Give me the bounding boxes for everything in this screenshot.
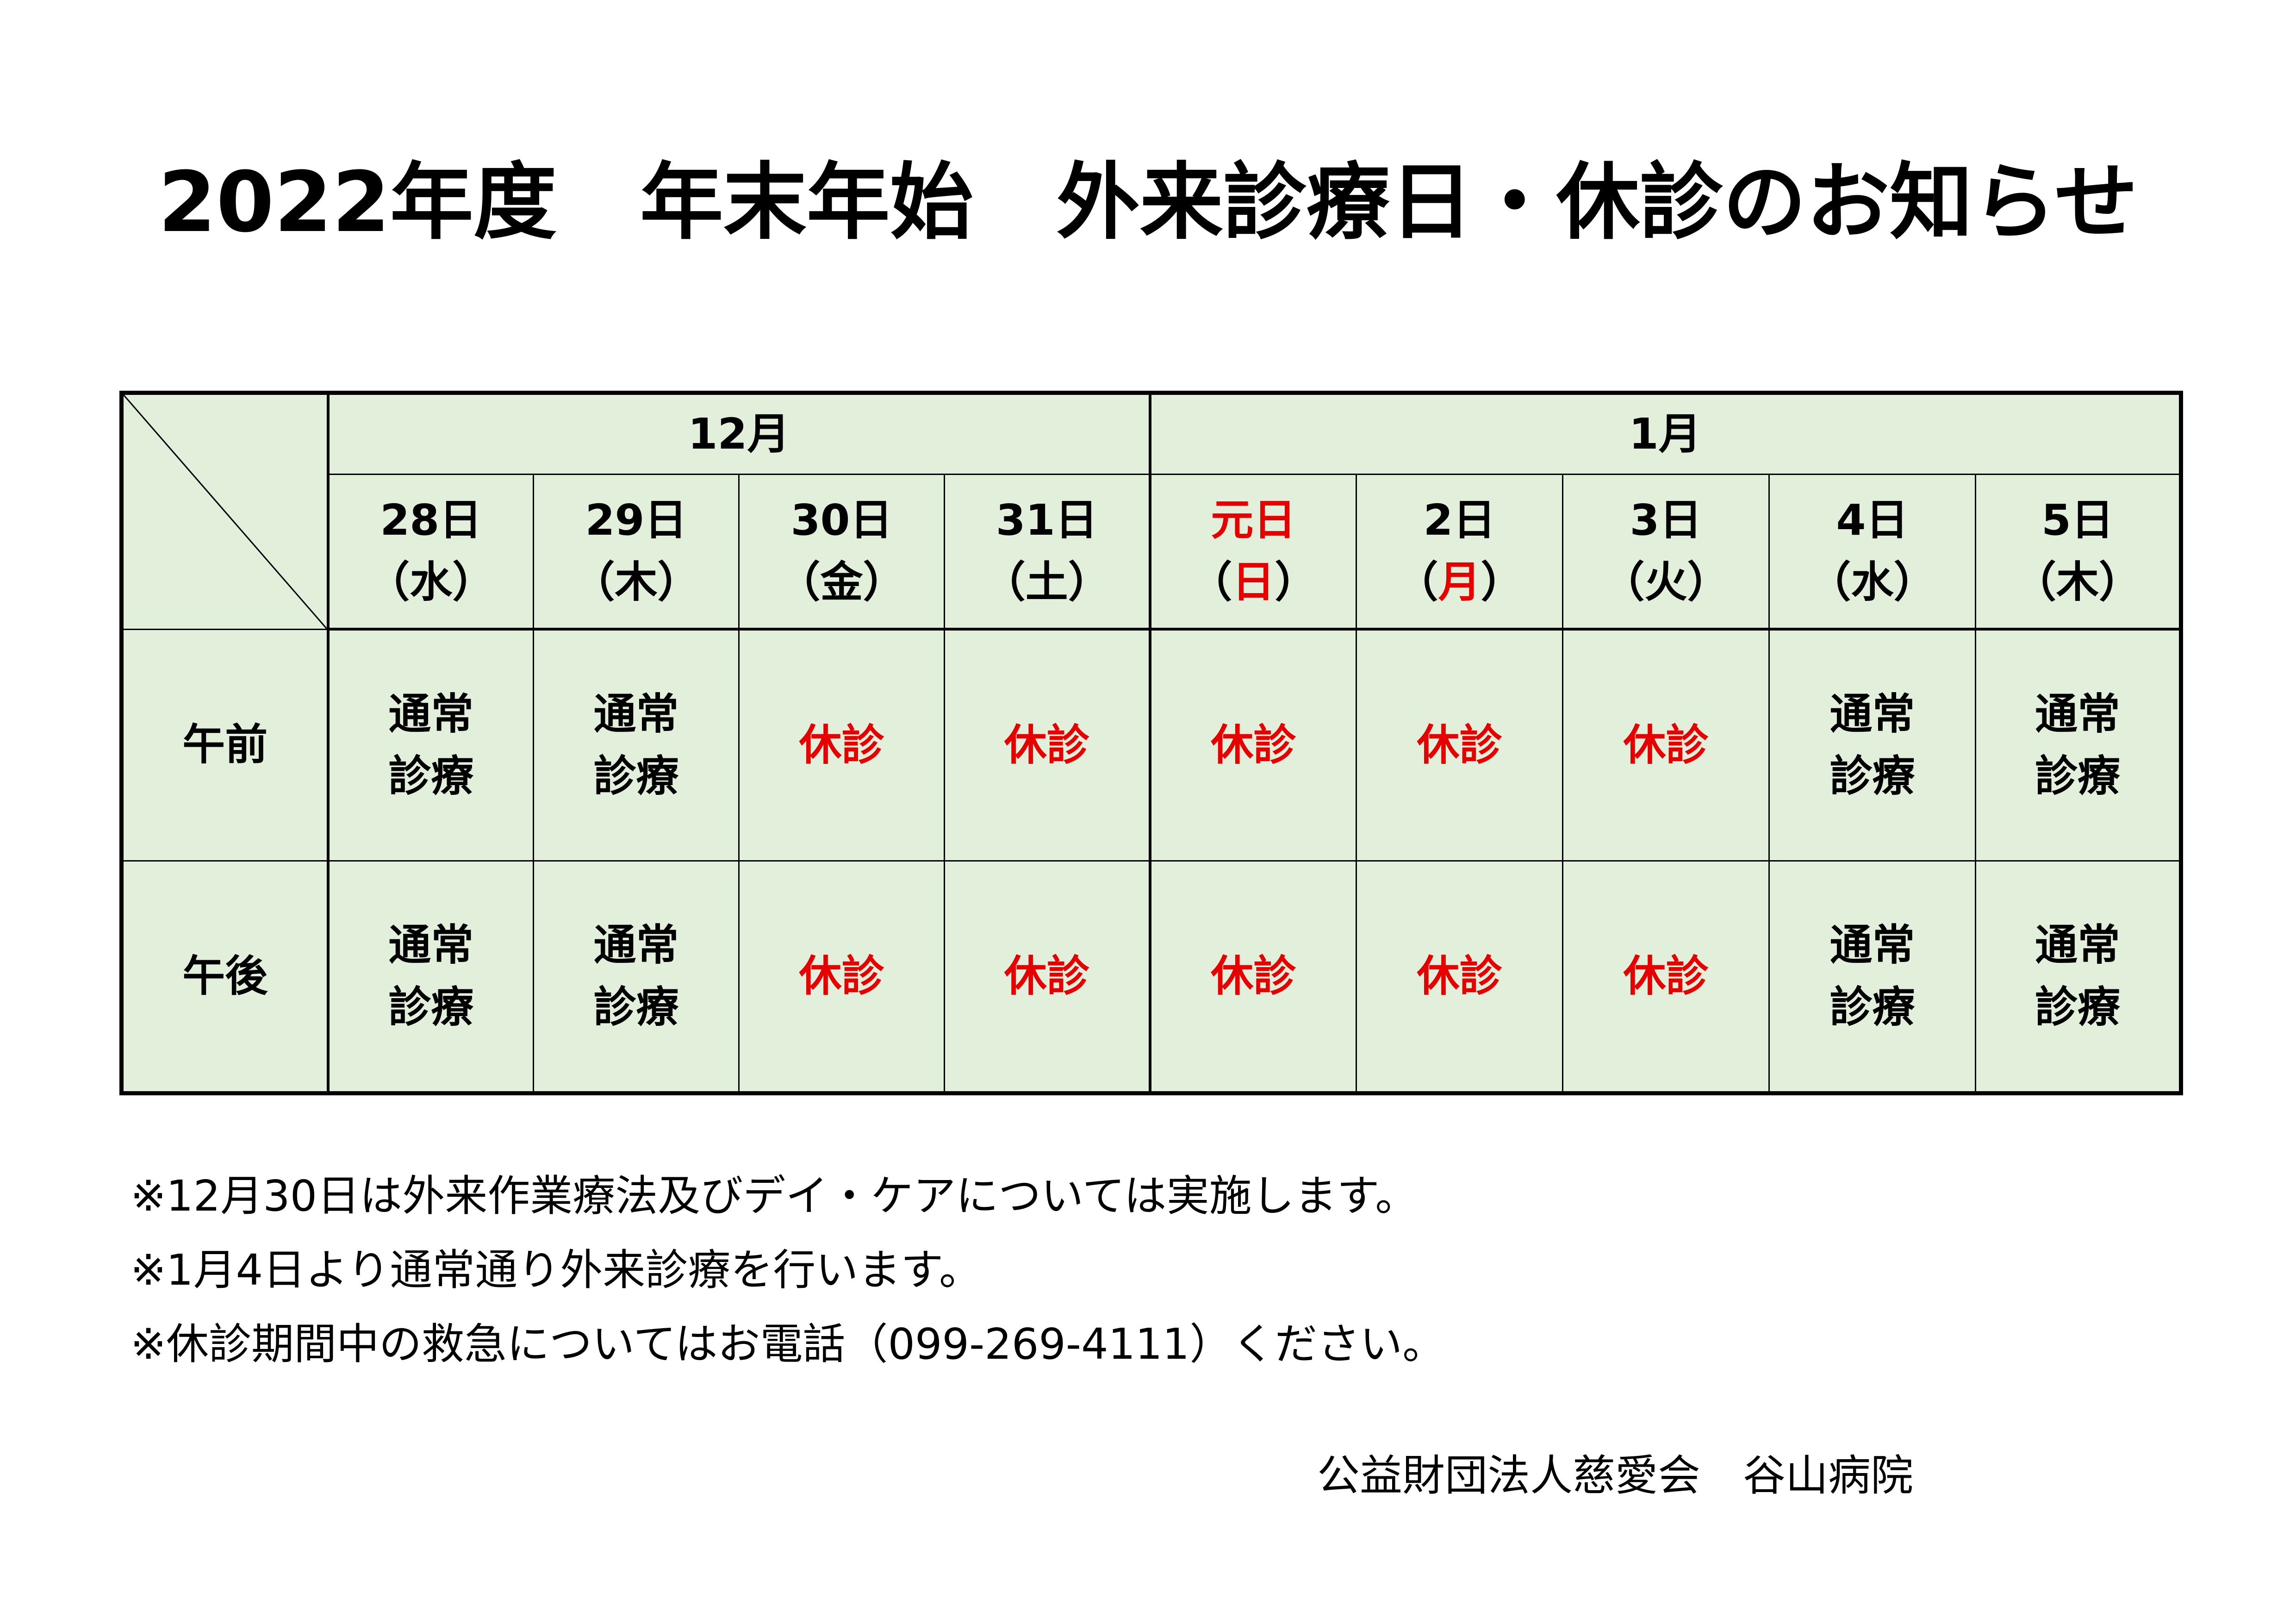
schedule-table: 12月 1月 28日 （水） 29日 （木） 30日 （金） 31日 （土） 元日 （日） 2日 （月… <box>119 391 2184 1095</box>
date-header-cell: 元日 （日） <box>1149 474 1357 631</box>
closed-cell: 休診 <box>1562 860 1770 1094</box>
status-label: 通常 診療 <box>593 920 679 1032</box>
status-label: 通常 診療 <box>2035 920 2121 1032</box>
note-item: ※12月30日は外来作業療法及びデイ・ケアについては実施します。 <box>131 1171 1418 1221</box>
row-label-morning: 午前 <box>121 628 330 861</box>
month-header-december: 12月 <box>327 392 1151 475</box>
open-cell: 通常 診療 <box>1768 860 1977 1094</box>
note-item: ※1月4日より通常通り外来診療を行います。 <box>131 1245 982 1295</box>
closed-cell: 休診 <box>1356 860 1564 1094</box>
weekday-label: （金） <box>778 557 906 607</box>
date-header-cell: 5日 （木） <box>1975 474 2182 631</box>
date-header-cell: 29日 （木） <box>533 474 740 631</box>
row-label-afternoon: 午後 <box>121 860 330 1094</box>
diagonal-line <box>124 395 327 629</box>
status-label: 休診 <box>1211 951 1296 1001</box>
closed-cell: 休診 <box>943 628 1151 861</box>
date-label: 元日 <box>1211 495 1296 545</box>
status-label: 通常 診療 <box>2035 689 2121 801</box>
open-cell: 通常 診療 <box>533 860 740 1094</box>
closed-cell: 休診 <box>1149 628 1357 861</box>
hospital-name: 公益財団法人慈愛会 谷山病院 <box>1317 1451 1914 1500</box>
date-label: 29日 <box>585 495 687 545</box>
closed-cell: 休診 <box>943 860 1151 1094</box>
page-title: 2022年度 年末年始 外来診療日・休診のお知らせ <box>158 154 2138 251</box>
status-label: 休診 <box>1004 720 1089 770</box>
date-label: 5日 <box>2041 495 2114 545</box>
corner-cell <box>121 392 330 630</box>
closed-cell: 休診 <box>1562 628 1770 861</box>
weekday-label: （日） <box>1189 557 1318 607</box>
status-label: 通常 診療 <box>1829 689 1915 801</box>
status-label: 通常 診療 <box>388 920 474 1032</box>
date-header-cell: 3日 （火） <box>1562 474 1770 631</box>
closed-cell: 休診 <box>1356 628 1564 861</box>
open-cell: 通常 診療 <box>1975 628 2182 861</box>
status-label: 休診 <box>1623 951 1709 1001</box>
closed-cell: 休診 <box>1149 860 1357 1094</box>
date-header-cell: 31日 （土） <box>943 474 1151 631</box>
weekday-label: （木） <box>572 557 700 607</box>
notes-list: ※12月30日は外来作業療法及びデイ・ケアについては実施します。 ※1月4日より… <box>131 1159 1445 1381</box>
date-label: 28日 <box>380 495 482 545</box>
date-header-cell: 2日 （月） <box>1356 474 1564 631</box>
status-label: 休診 <box>1417 951 1502 1001</box>
closed-cell: 休診 <box>738 860 945 1094</box>
date-label: 3日 <box>1630 495 1702 545</box>
weekday-label: （水） <box>1808 557 1936 607</box>
status-label: 休診 <box>1211 720 1296 770</box>
status-label: 通常 診療 <box>388 689 474 801</box>
status-label: 休診 <box>799 720 884 770</box>
status-label: 休診 <box>1417 720 1502 770</box>
date-label: 31日 <box>996 495 1098 545</box>
status-label: 通常 診療 <box>593 689 679 801</box>
open-cell: 通常 診療 <box>1975 860 2182 1094</box>
open-cell: 通常 診療 <box>327 628 534 861</box>
date-label: 4日 <box>1836 495 1909 545</box>
date-header-cell: 4日 （水） <box>1768 474 1977 631</box>
note-item: ※休診期間中の救急についてはお電話（099-269-4111）ください。 <box>131 1319 1445 1369</box>
date-header-cell: 28日 （水） <box>327 474 534 631</box>
open-cell: 通常 診療 <box>533 628 740 861</box>
status-label: 休診 <box>1004 951 1089 1001</box>
status-label: 休診 <box>1623 720 1709 770</box>
date-header-cell: 30日 （金） <box>738 474 945 631</box>
weekday-label: （土） <box>983 557 1111 607</box>
weekday-label: （火） <box>1602 557 1730 607</box>
weekday-label: （月） <box>1395 557 1524 607</box>
weekday-label: （水） <box>367 557 495 607</box>
date-label: 2日 <box>1423 495 1496 545</box>
open-cell: 通常 診療 <box>327 860 534 1094</box>
open-cell: 通常 診療 <box>1768 628 1977 861</box>
month-header-january: 1月 <box>1149 392 2182 475</box>
weekday-label: （木） <box>2014 557 2142 607</box>
status-label: 通常 診療 <box>1829 920 1915 1032</box>
closed-cell: 休診 <box>738 628 945 861</box>
date-label: 30日 <box>790 495 893 545</box>
status-label: 休診 <box>799 951 884 1001</box>
